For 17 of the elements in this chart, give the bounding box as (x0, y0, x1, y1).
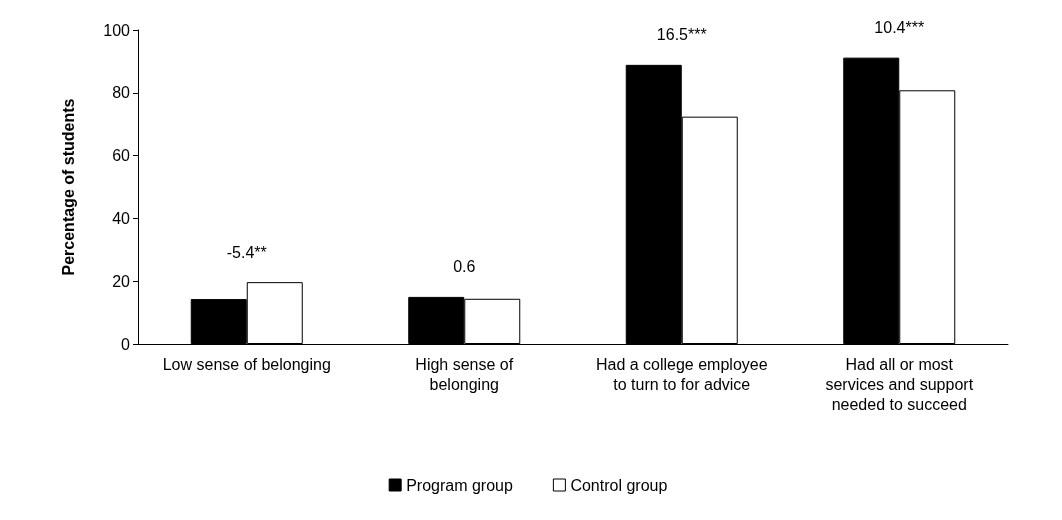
annotation: -5.4** (226, 243, 267, 261)
annotation: 10.4*** (874, 19, 925, 37)
y-tick-label: 100 (103, 21, 131, 39)
legend-label: Control group (570, 476, 668, 494)
y-tick-label: 20 (112, 272, 131, 290)
y-tick-label: 40 (112, 209, 131, 227)
y-tick-label: 60 (112, 147, 131, 165)
annotation: 0.6 (453, 258, 476, 276)
x-tick-label: High sense of belonging (415, 355, 514, 393)
x-tick-label: Low sense of belonging (162, 355, 331, 373)
y-tick-label: 0 (121, 335, 131, 353)
y-tick-label: 80 (112, 84, 131, 102)
x-tick-label: Had all or most services and support needed to succeed (825, 355, 974, 413)
x-tick-label: Had a college employee to turn to for advice (595, 355, 768, 393)
y-axis-title: Percentage of students (59, 98, 77, 276)
legend-label: Program group (406, 476, 513, 494)
annotation: 16.5*** (656, 26, 707, 44)
